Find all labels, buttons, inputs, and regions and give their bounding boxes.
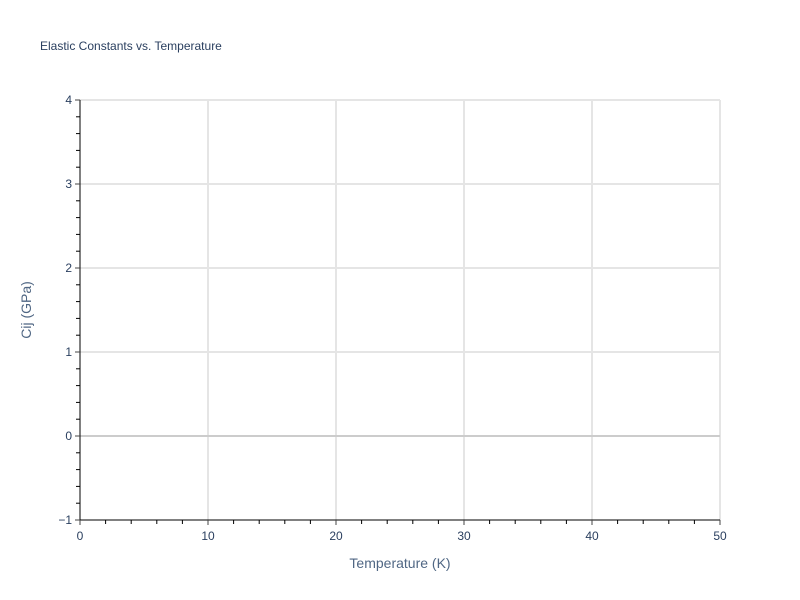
x-tick-label: 50 xyxy=(713,529,727,543)
chart-title: Elastic Constants vs. Temperature xyxy=(40,39,222,53)
y-tick-label: 2 xyxy=(65,261,72,275)
y-tick-label: 1 xyxy=(65,345,72,359)
y-tick-label: 0 xyxy=(65,429,72,443)
gridlines xyxy=(80,99,721,520)
y-axis-title: Cij (GPa) xyxy=(18,281,34,339)
y-tick-label: −1 xyxy=(58,513,72,527)
tick-labels: 0 10 20 30 40 50 −1 0 1 2 3 4 xyxy=(58,93,727,543)
x-tick-label: 20 xyxy=(329,529,343,543)
y-tick-label: 3 xyxy=(65,177,72,191)
y-tick-label: 4 xyxy=(65,93,72,107)
x-tick-label: 40 xyxy=(585,529,599,543)
x-tick-label: 0 xyxy=(77,529,84,543)
x-tick-label: 10 xyxy=(201,529,215,543)
x-axis-title: Temperature (K) xyxy=(349,555,450,571)
x-tick-label: 30 xyxy=(457,529,471,543)
axes xyxy=(75,99,721,525)
